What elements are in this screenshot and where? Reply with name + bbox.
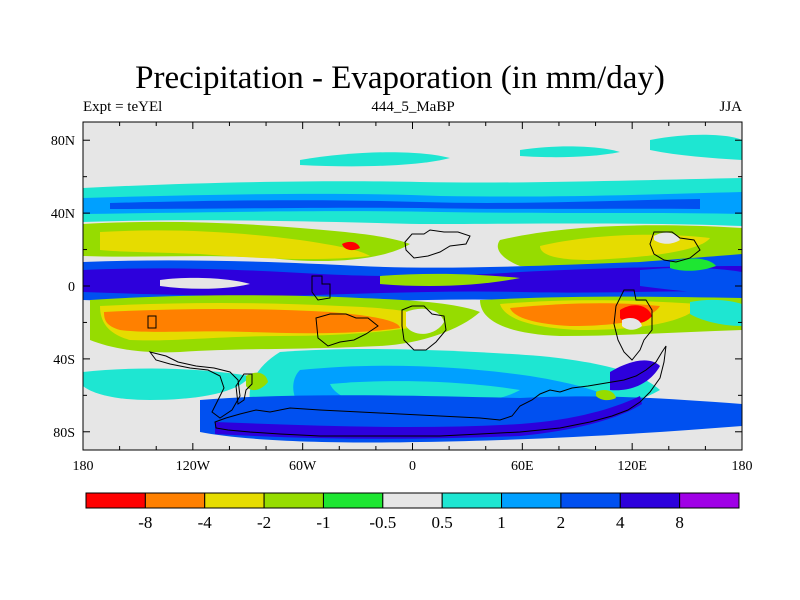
region-dry-land xyxy=(406,308,444,334)
lat-tick-label: 0 xyxy=(68,280,75,295)
region-high-lat xyxy=(650,134,742,160)
region-high-lat xyxy=(300,152,450,167)
season-label: JJA xyxy=(719,99,742,115)
colorbar-label: -2 xyxy=(257,513,271,532)
colorbar-box xyxy=(144,492,206,509)
time-label: 444_5_MaBP xyxy=(371,99,455,115)
colorbar-label: -0.5 xyxy=(369,513,396,532)
region-dry-land xyxy=(654,232,680,244)
region-high-lat xyxy=(520,146,620,158)
lat-tick-label: 80N xyxy=(51,134,75,149)
plot-title: Precipitation - Evaporation (in mm/day) xyxy=(135,60,665,96)
colorbar-label: 0.5 xyxy=(432,513,453,532)
region-s-band xyxy=(83,368,250,400)
colorbar: -8 -4 -2 -1 -0.5 0.5 1 2 4 8 xyxy=(85,492,740,532)
colorbar-label: 4 xyxy=(616,513,625,532)
continent-outlines xyxy=(147,229,701,437)
lon-tick-label: 180 xyxy=(73,459,94,474)
region-n-dry xyxy=(100,230,370,260)
longitude-axis: 180 120W 60W 0 60E 120E 180 xyxy=(73,122,753,474)
lat-tick-label: 40N xyxy=(51,207,75,222)
region-itcz xyxy=(160,277,250,289)
region-max-dry xyxy=(342,241,360,251)
colorbar-box xyxy=(85,492,146,509)
colorbar-box xyxy=(619,492,681,509)
lon-tick-label: 120W xyxy=(176,459,211,474)
colorbar-label: -1 xyxy=(316,513,330,532)
experiment-label: Expt = teYEl xyxy=(83,99,163,115)
lon-tick-label: 120E xyxy=(617,459,647,474)
latitude-axis: 80N 40N 0 40S 80S xyxy=(51,134,742,441)
lon-tick-label: 0 xyxy=(409,459,416,474)
colorbar-box xyxy=(263,492,324,509)
colorbar-box xyxy=(501,492,562,509)
lon-tick-label: 60W xyxy=(289,459,317,474)
region-n-band xyxy=(110,199,700,209)
colorbar-label: 1 xyxy=(497,513,506,532)
colorbar-label: 2 xyxy=(557,513,566,532)
region-itcz xyxy=(640,267,742,296)
colorbar-label: -8 xyxy=(138,513,152,532)
region-itcz xyxy=(380,273,520,286)
lat-tick-label: 80S xyxy=(53,426,75,441)
region-s-dry xyxy=(690,299,742,326)
region-itcz xyxy=(670,258,716,271)
lon-tick-label: 60E xyxy=(511,459,534,474)
region-antarctic xyxy=(596,390,616,401)
colorbar-box xyxy=(204,492,265,509)
colorbar-box xyxy=(382,492,443,509)
lat-tick-label: 40S xyxy=(53,353,75,368)
colorbar-box xyxy=(322,492,384,509)
colorbar-box xyxy=(441,492,503,509)
precip-evap-field xyxy=(83,122,742,450)
colorbar-box xyxy=(679,492,740,509)
colorbar-label: 8 xyxy=(675,513,684,532)
region-dry-land xyxy=(622,318,642,330)
region-antarctic xyxy=(215,396,642,439)
lon-tick-label: 180 xyxy=(732,459,753,474)
colorbar-label: -4 xyxy=(198,513,213,532)
region-antarctic xyxy=(610,360,660,391)
colorbar-box xyxy=(560,492,621,509)
